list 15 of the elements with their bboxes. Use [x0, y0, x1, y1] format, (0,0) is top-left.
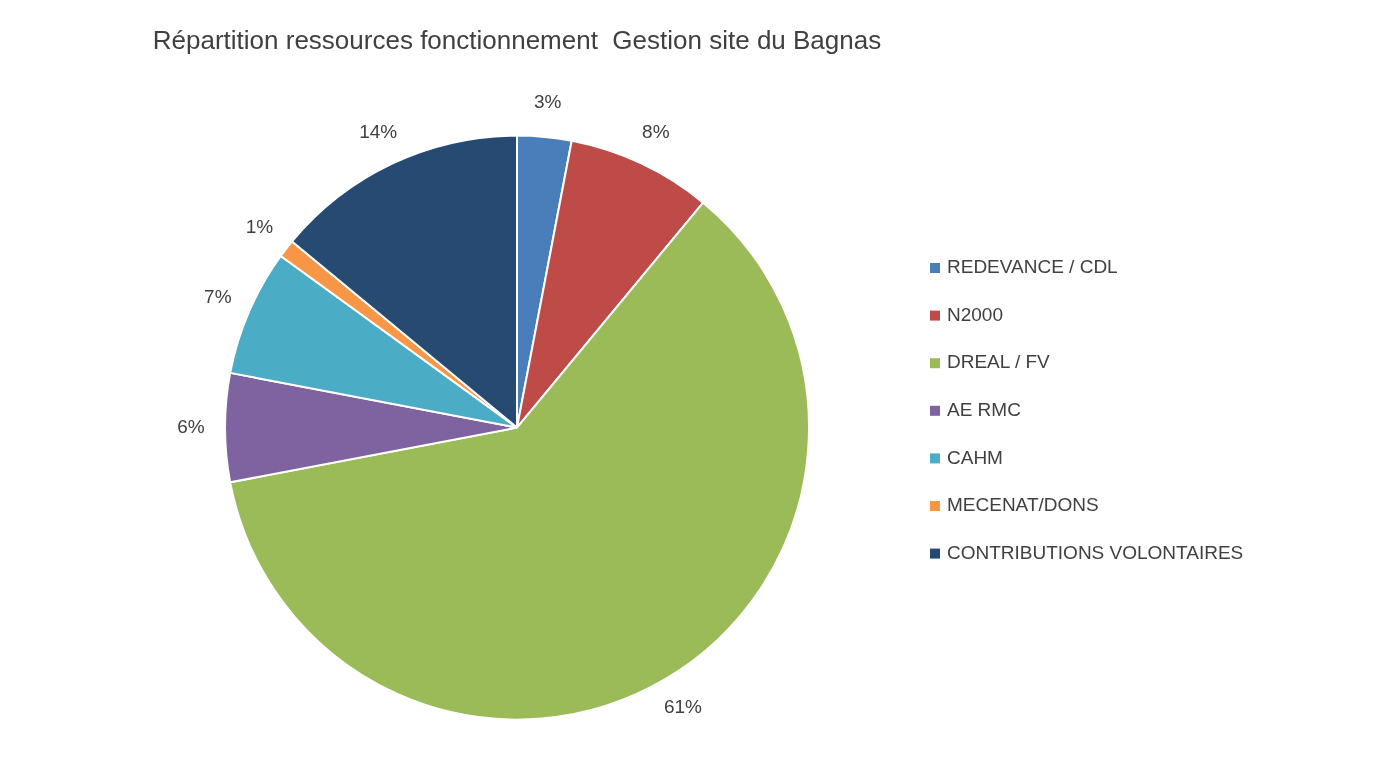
- data-label: 8%: [642, 120, 670, 142]
- data-label: 61%: [663, 696, 703, 718]
- legend-label: CAHM: [947, 446, 1003, 468]
- data-label: 7%: [204, 286, 232, 308]
- data-label: 3%: [533, 91, 562, 113]
- legend-label: CONTRIBUTIONS VOLONTAIRES: [947, 541, 1244, 563]
- data-label: 6%: [177, 415, 205, 437]
- legend-label: N2000: [947, 303, 1003, 325]
- data-label: 1%: [245, 216, 274, 238]
- legend-label: DREAL / FV: [947, 351, 1051, 373]
- legend-label: AE RMC: [947, 399, 1021, 421]
- legend-label: MECENAT/DONS: [947, 494, 1099, 516]
- legend-label: REDEVANCE / CDL: [947, 256, 1118, 278]
- chart-title: Répartition ressources fonctionnement Gestion site du Bagnas: [152, 24, 882, 55]
- data-label: 14%: [359, 120, 398, 142]
